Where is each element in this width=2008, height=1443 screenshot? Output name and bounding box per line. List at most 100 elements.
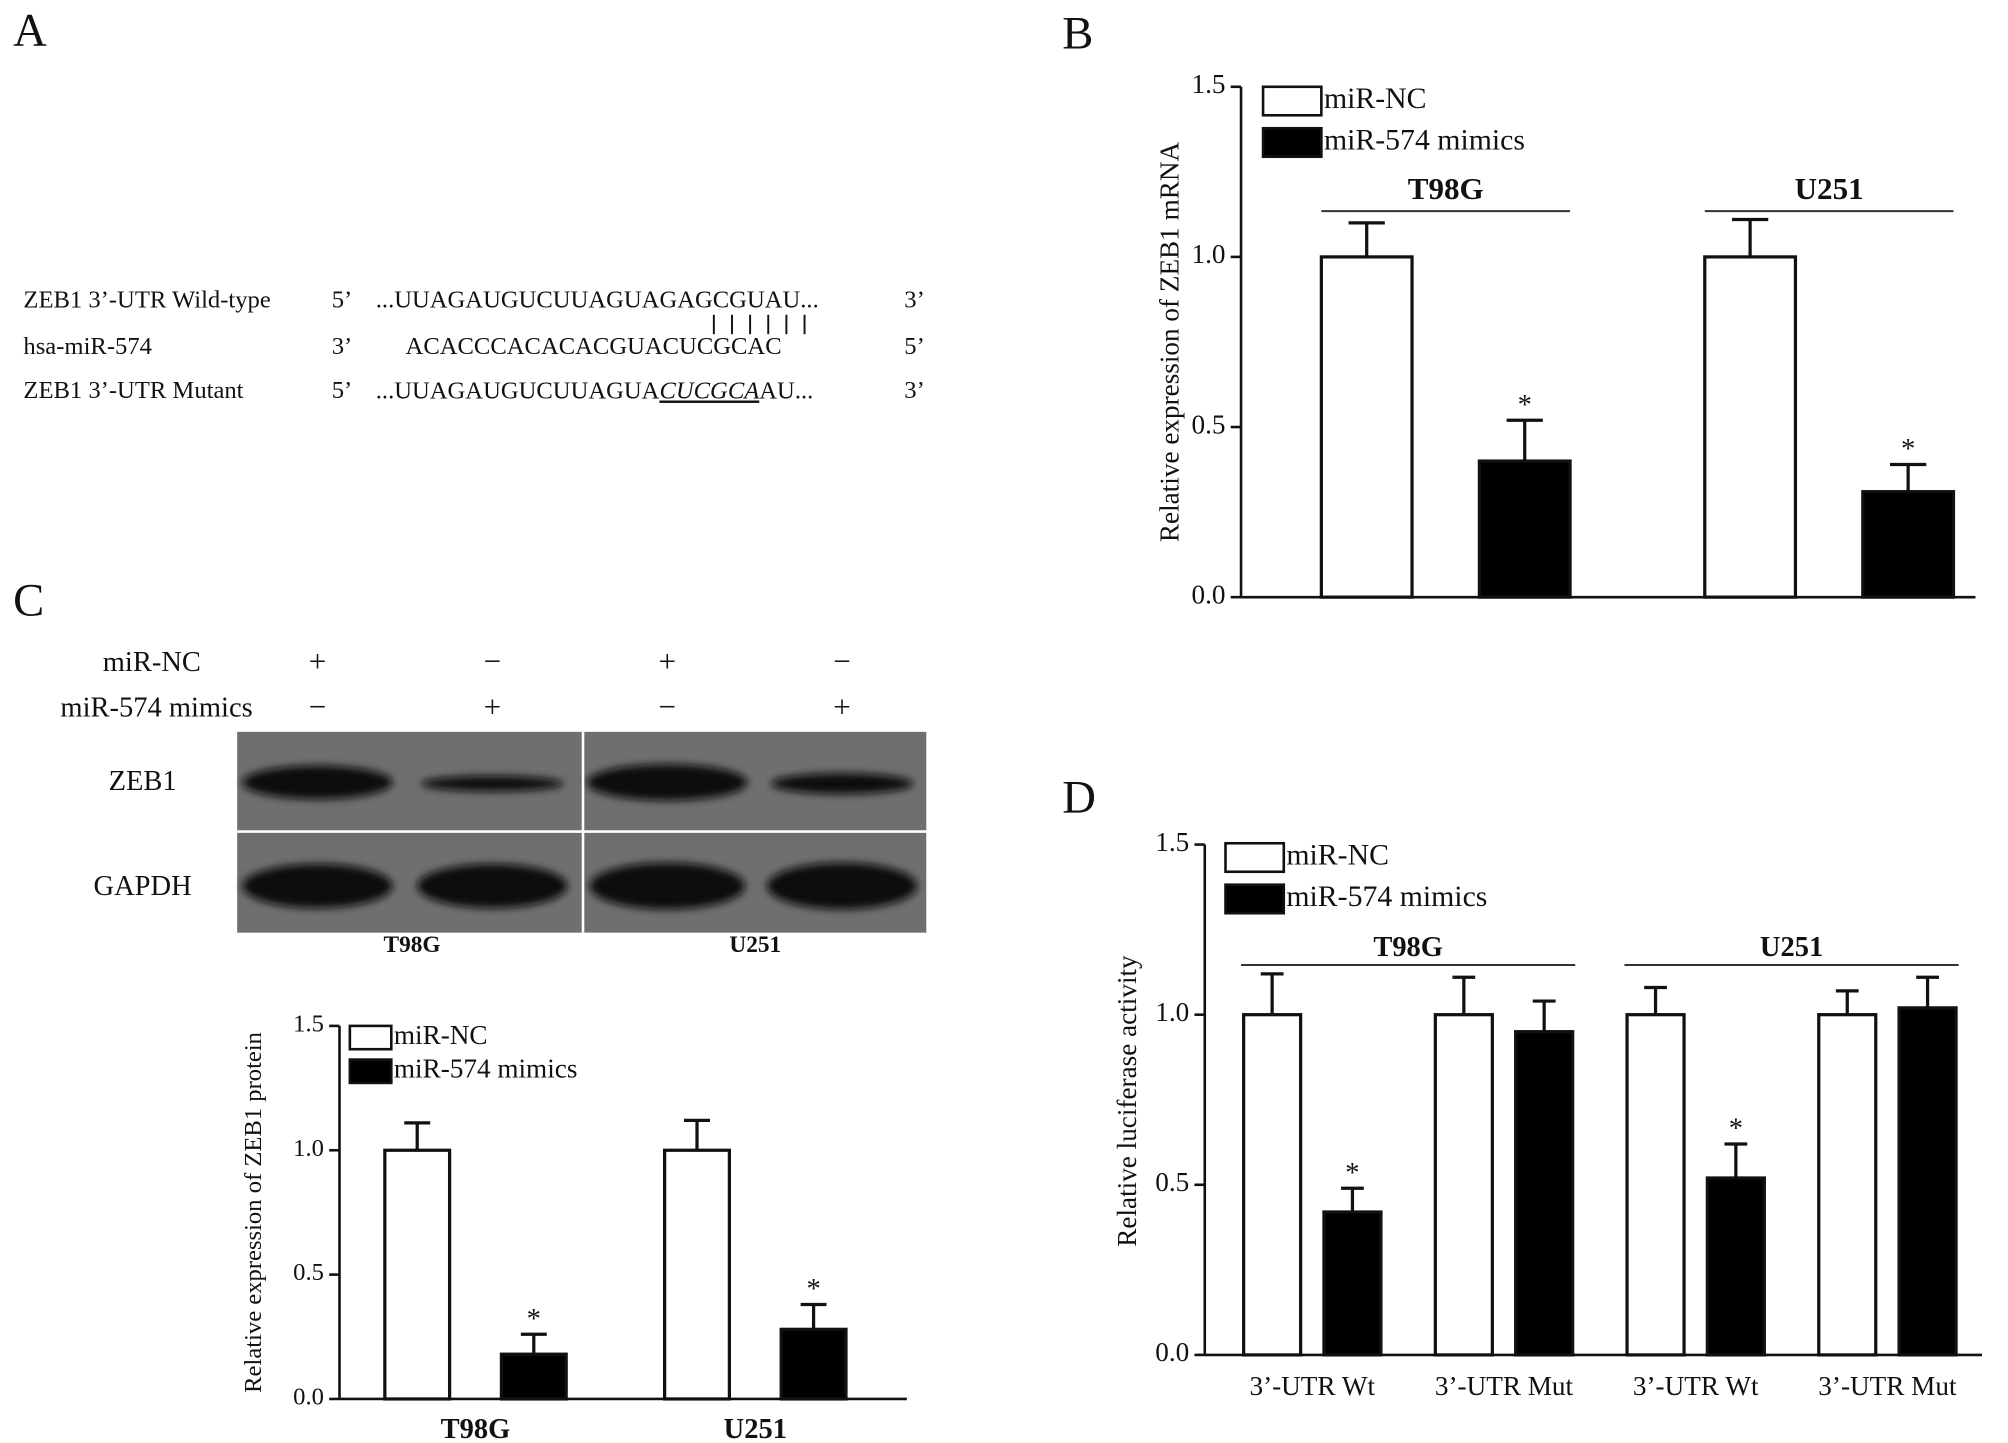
sequence-alignment: ZEB1 3’-UTR Wild-type 5’ ...UUAGAUGUCUUA… <box>23 286 924 404</box>
bar <box>1433 1013 1494 1357</box>
error-bar <box>684 1118 710 1151</box>
y-tick-label: 0.5 <box>1155 1167 1189 1197</box>
bar <box>1897 1006 1958 1357</box>
legend-label: miR-NC <box>1324 82 1427 115</box>
y-tick-label: 1.5 <box>1192 69 1226 99</box>
y-tick-label: 0.0 <box>1192 579 1226 609</box>
y-tick-label: 1.5 <box>1155 827 1189 857</box>
end-label: 3’ <box>904 286 925 313</box>
bar <box>663 1148 732 1401</box>
treatment-sign: − <box>658 689 676 724</box>
treatment-sign: − <box>309 689 327 724</box>
bar <box>383 1148 452 1401</box>
row-name: hsa-miR-574 <box>23 333 152 360</box>
legend-swatch <box>1224 883 1286 915</box>
bar <box>499 1352 568 1401</box>
cell-line-label: U251 <box>729 932 781 958</box>
bar <box>1322 1210 1383 1357</box>
bar <box>1703 255 1798 599</box>
error-bar <box>404 1121 431 1151</box>
error-bar <box>1260 972 1284 1015</box>
y-tick-label: 1.5 <box>293 1011 324 1038</box>
treatment-sign: − <box>833 644 851 679</box>
legend-label: miR-574 mimics <box>1324 123 1525 156</box>
error-bar <box>1731 217 1769 257</box>
bar <box>1242 1013 1303 1357</box>
significance-mark: * <box>806 1274 820 1305</box>
error-bar <box>1506 418 1543 462</box>
x-tick-label: T98G <box>441 1414 511 1443</box>
protein-label: ZEB1 <box>109 766 177 797</box>
legend-swatch <box>1261 126 1323 159</box>
significance-mark: * <box>1518 390 1532 421</box>
category-label: U251 <box>1795 171 1864 206</box>
error-bar <box>800 1302 827 1330</box>
y-tick-label: 1.0 <box>293 1135 324 1162</box>
error-bar <box>1348 221 1385 257</box>
bar <box>1319 255 1414 599</box>
mutated-part: CUCGCA <box>659 377 760 404</box>
x-tick-label: 3’-UTR Wt <box>1249 1371 1375 1401</box>
bar <box>1817 1013 1878 1357</box>
significance-mark: * <box>1729 1114 1743 1145</box>
legend-swatch <box>348 1024 393 1051</box>
sequence: ...UUAGAUGUCUUAGUACUCGCAAU... <box>376 377 814 404</box>
legend-swatch <box>1261 85 1323 117</box>
sequence: ACACCCACACACGUACUCGCAC <box>406 333 782 360</box>
treatment-sign: − <box>484 644 502 679</box>
protein-label: GAPDH <box>94 871 192 902</box>
panel-label: B <box>1062 7 1093 59</box>
treatment-sign: + <box>484 689 502 724</box>
end-label: 5’ <box>904 333 925 360</box>
y-axis-title: Relative expression of ZEB1 protein <box>240 1032 267 1393</box>
legend-label: miR-NC <box>1286 838 1389 871</box>
error-bar <box>1452 975 1476 1015</box>
category-label: T98G <box>1408 171 1484 206</box>
end-label: 3’ <box>332 333 353 360</box>
treatment-sign: + <box>658 644 676 679</box>
error-bar <box>1724 1142 1748 1178</box>
row-name: ZEB1 3’-UTR Wild-type <box>23 286 270 313</box>
treatment-sign: + <box>833 689 851 724</box>
western-blot: ZEB1 GAPDH T98G U251 <box>94 731 927 958</box>
legend-label: miR-NC <box>394 1020 488 1050</box>
error-bar <box>1890 462 1927 492</box>
treatment-label: miR-574 mimics <box>60 692 252 723</box>
bar <box>1625 1013 1686 1357</box>
bar <box>1705 1176 1766 1357</box>
y-axis-title: Relative luciferase activity <box>1112 955 1142 1247</box>
x-tick-label: U251 <box>724 1414 787 1443</box>
x-tick-label: 3’-UTR Mut <box>1435 1371 1574 1401</box>
row-name: ZEB1 3’-UTR Mutant <box>23 377 243 404</box>
sequence-part: ...UUAGAUGUCUUAGUA <box>376 377 660 404</box>
end-label: 5’ <box>332 377 353 404</box>
legend-label: miR-574 mimics <box>1286 880 1487 913</box>
group-label: U251 <box>1760 932 1823 963</box>
error-bar <box>1341 1186 1364 1213</box>
end-label: 3’ <box>904 377 925 404</box>
pairing-lines <box>712 314 806 335</box>
treatment-label: miR-NC <box>103 647 201 678</box>
panel-label: A <box>13 5 47 57</box>
y-tick-label: 0.0 <box>293 1384 324 1411</box>
panel-label: D <box>1062 772 1096 824</box>
bar <box>1861 490 1956 599</box>
sequence: ...UUAGAUGUCUUAGUAGAGCGUAU... <box>376 286 819 313</box>
y-axis-title: Relative expression of ZEB1 mRNA <box>1155 142 1185 543</box>
panel-label: C <box>13 575 44 627</box>
x-tick-label: 3’-UTR Mut <box>1818 1371 1957 1401</box>
end-label: 5’ <box>332 286 353 313</box>
treatment-sign: + <box>309 644 327 679</box>
y-tick-label: 0.5 <box>1192 409 1226 439</box>
significance-mark: * <box>1345 1158 1359 1189</box>
significance-mark: * <box>527 1304 541 1335</box>
error-bar <box>1532 999 1556 1032</box>
significance-mark: * <box>1901 434 1915 465</box>
legend-label: miR-574 mimics <box>394 1053 578 1083</box>
bar <box>779 1327 848 1401</box>
y-tick-label: 1.0 <box>1192 239 1226 269</box>
cell-line-label: T98G <box>384 932 441 958</box>
bar <box>1514 1030 1575 1357</box>
sequence-part: AU... <box>759 377 813 404</box>
